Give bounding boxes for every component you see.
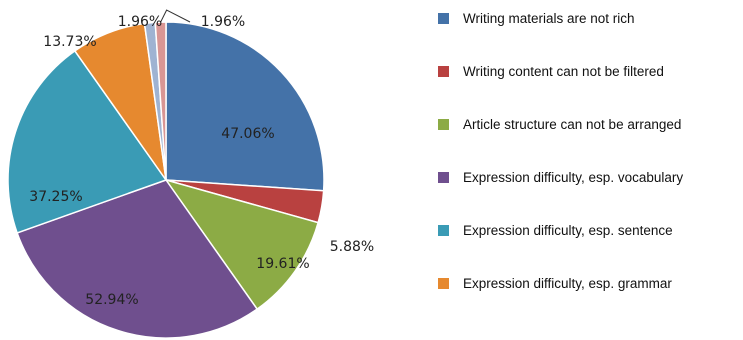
pie-slice-4: [16, 179, 259, 339]
legend-label: Expression difficulty, esp. vocabulary: [463, 169, 684, 185]
pie-slice-label-7: 1.96%: [118, 14, 162, 30]
legend-item-1: Writing materials are not rich: [438, 8, 635, 28]
legend-swatch: [438, 118, 449, 130]
legend-swatch: [438, 277, 449, 289]
pie-slice-label-8: 1.96%: [201, 14, 245, 30]
leader-line: [160, 9, 191, 23]
legend-label: Writing content can not be filtered: [463, 63, 664, 79]
pie-slice-label-1: 47.06%: [221, 126, 274, 142]
pie-slice-label-3: 19.61%: [256, 256, 309, 272]
pie-slice-label-4: 52.94%: [85, 292, 138, 308]
pie-slice-5: [7, 49, 168, 234]
legend-swatch: [438, 171, 449, 183]
legend-item-5: Expression difficulty, esp. sentence: [438, 220, 673, 240]
legend-label: Article structure can not be arranged: [463, 116, 682, 132]
legend-swatch: [438, 12, 449, 24]
pie-slice-label-2: 5.88%: [330, 239, 374, 255]
pie-plot-area: 47.06% 5.88% 19.61% 52.94% 37.25% 13.73% 1.96%…: [7, 9, 374, 339]
legend-label: Writing materials are not rich: [463, 10, 635, 26]
legend-label: Expression difficulty, esp. sentence: [463, 222, 673, 238]
legend-label: Expression difficulty, esp. grammar: [463, 275, 672, 291]
legend-swatch: [438, 224, 449, 236]
legend-item-4: Expression difficulty, esp. vocabulary: [438, 167, 683, 187]
legend: Writing materials are not rich Writing co…: [438, 8, 738, 340]
legend-swatch: [438, 65, 449, 77]
pie-slice-1: [165, 21, 325, 192]
pie-slice-3: [164, 178, 320, 311]
pie-slice-label-5: 37.25%: [29, 189, 82, 205]
legend-item-6: Expression difficulty, esp. grammar: [438, 273, 672, 293]
legend-item-3: Article structure can not be arranged: [438, 114, 681, 134]
pie-slice-label-6: 13.73%: [43, 34, 96, 50]
legend-item-2: Writing content can not be filtered: [438, 61, 664, 81]
